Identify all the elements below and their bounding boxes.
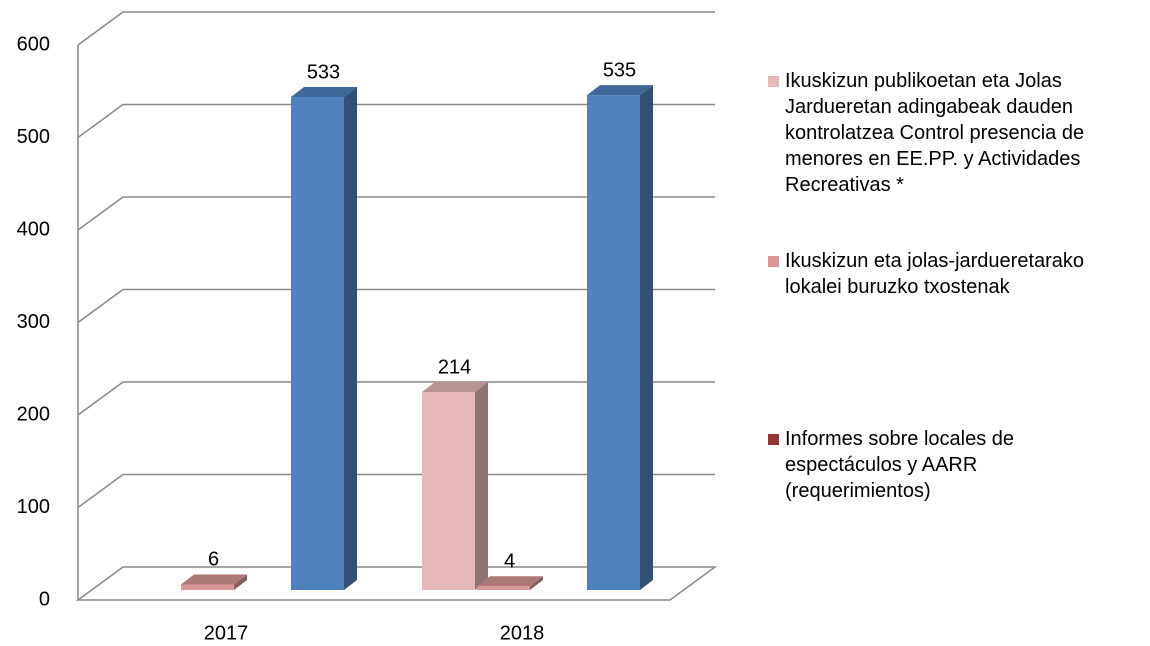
y-tick-label: 0 — [39, 588, 50, 610]
legend-entry: Informes sobre locales de espectáculos y… — [768, 426, 1098, 504]
grid-line — [77, 11, 715, 46]
data-label: 535 — [603, 59, 636, 81]
bar — [422, 382, 488, 590]
bar-front — [291, 96, 344, 590]
bar-front — [477, 586, 530, 590]
bar-front — [422, 392, 475, 590]
bar-top — [422, 382, 488, 393]
floor — [75, 566, 718, 601]
legend-label: Informes sobre locales de espectáculos y… — [785, 428, 1015, 502]
data-label: 6 — [208, 549, 219, 571]
data-label: 4 — [504, 551, 515, 573]
y-tick-label: 300 — [17, 311, 50, 333]
y-tick-label: 100 — [17, 496, 50, 518]
bar-side — [530, 576, 543, 590]
legend-entry: Ikuskizun publikoetan eta Jolas Jarduere… — [768, 68, 1098, 198]
data-label: 214 — [438, 356, 471, 378]
bar — [587, 85, 653, 590]
y-tick-label: 500 — [17, 126, 50, 148]
bar-top — [477, 576, 543, 587]
legend-swatch — [768, 76, 779, 87]
grid-line — [77, 288, 715, 324]
legend-swatch — [768, 434, 779, 445]
bar-side — [344, 86, 357, 590]
grid-line — [77, 381, 715, 416]
bar-top — [181, 574, 247, 585]
bar-top — [291, 86, 357, 97]
bar-side — [475, 382, 488, 590]
bar — [291, 86, 357, 590]
bar-side — [234, 574, 247, 590]
y-tick-label: 400 — [17, 218, 50, 240]
legend-swatch — [768, 256, 779, 267]
y-tick-label: 200 — [17, 403, 50, 425]
bar-front — [587, 95, 640, 590]
legend-label: Ikuskizun publikoetan eta Jolas Jarduere… — [785, 70, 1085, 196]
legend-label: Ikuskizun eta jolas-jardueretarako lokal… — [785, 250, 1085, 298]
grid-line — [77, 103, 715, 139]
bar — [181, 574, 247, 590]
x-tick-label: 2017 — [204, 622, 249, 644]
bar — [477, 576, 543, 590]
x-tick-label: 2018 — [500, 622, 545, 644]
bar-front — [181, 584, 234, 590]
y-tick-label: 600 — [17, 33, 50, 55]
legend-entry: Ikuskizun eta jolas-jardueretarako lokal… — [768, 248, 1098, 300]
data-label: 533 — [307, 61, 340, 83]
bar-top — [587, 85, 653, 96]
grid-line — [77, 196, 715, 231]
bar-side — [640, 85, 653, 590]
grid-line — [77, 473, 715, 509]
